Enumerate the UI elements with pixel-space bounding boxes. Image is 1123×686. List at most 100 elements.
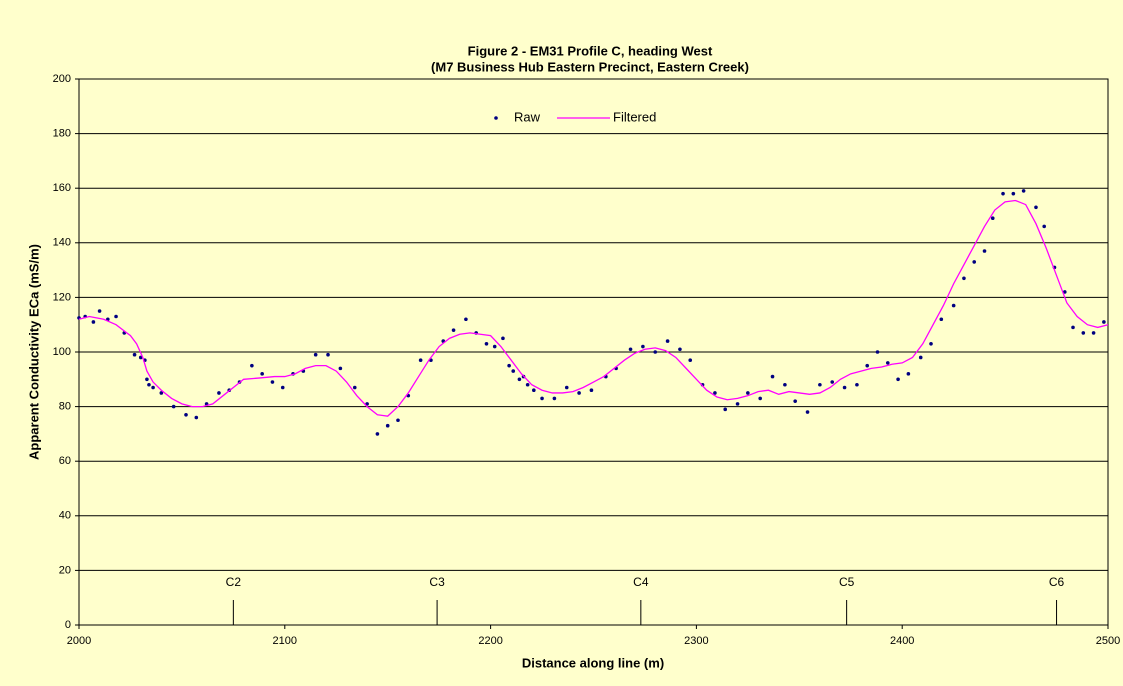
y-tick-label: 160	[53, 182, 71, 194]
raw-point	[313, 352, 318, 357]
raw-point	[540, 396, 544, 401]
x-axis-label: Distance along line (m)	[522, 655, 664, 670]
annotation: C4	[633, 575, 649, 589]
y-tick-label: 200	[53, 73, 71, 85]
raw-point	[783, 382, 787, 387]
x-tick-label: 2000	[67, 635, 91, 647]
raw-point	[577, 391, 581, 395]
raw-point	[1011, 191, 1016, 196]
raw-point	[484, 342, 489, 346]
raw-point	[1062, 290, 1067, 294]
raw-point	[1091, 331, 1096, 335]
raw-point	[1001, 191, 1005, 196]
raw-point	[1081, 331, 1086, 335]
raw-point	[338, 366, 343, 371]
raw-point	[770, 374, 775, 379]
y-tick-label: 180	[53, 128, 71, 140]
raw-point	[1034, 205, 1038, 210]
raw-point	[865, 363, 870, 368]
legend-label: Filtered	[613, 109, 656, 124]
raw-point	[184, 412, 188, 417]
raw-point	[713, 391, 717, 395]
x-tick-label: 2400	[890, 635, 914, 647]
raw-point	[91, 320, 96, 324]
x-tick-label: 2200	[478, 635, 502, 647]
raw-point	[517, 377, 522, 382]
raw-point	[1042, 224, 1047, 229]
raw-point	[147, 382, 151, 387]
chart-title: Figure 2 - EM31 Profile C, heading West	[468, 43, 713, 58]
raw-point	[114, 314, 118, 319]
legend-marker	[494, 116, 498, 120]
raw-point	[501, 336, 505, 341]
raw-point	[746, 391, 750, 395]
legend-label: Raw	[514, 109, 541, 124]
raw-point	[552, 396, 557, 401]
raw-point	[326, 352, 330, 357]
x-tick-label: 2300	[684, 635, 708, 647]
raw-point	[151, 385, 155, 390]
filtered-line	[78, 199, 1109, 417]
y-tick-label: 60	[59, 455, 71, 467]
y-tick-label: 120	[53, 291, 71, 303]
raw-point	[830, 380, 835, 384]
raw-point	[159, 391, 164, 395]
raw-point	[97, 309, 102, 313]
raw-point	[217, 391, 221, 395]
y-tick-label: 100	[53, 346, 71, 358]
raw-point	[270, 380, 275, 384]
raw-point	[138, 355, 143, 360]
raw-point	[855, 382, 859, 387]
raw-point	[194, 415, 199, 420]
raw-point	[885, 361, 890, 365]
raw-point	[896, 377, 900, 382]
raw-point	[492, 344, 497, 349]
raw-point	[962, 276, 966, 281]
raw-point	[990, 216, 995, 221]
raw-point	[723, 407, 728, 412]
raw-point	[951, 303, 956, 308]
x-tick-label: 2500	[1096, 635, 1120, 647]
raw-point	[982, 249, 987, 253]
raw-point	[1102, 320, 1106, 324]
raw-point	[464, 317, 468, 322]
raw-point	[132, 352, 137, 357]
raw-point	[1071, 325, 1075, 330]
x-tick-label: 2100	[273, 635, 297, 647]
raw-point	[250, 363, 254, 368]
raw-point	[972, 260, 977, 264]
raw-point	[375, 432, 380, 436]
raw-point	[735, 402, 740, 406]
raw-point	[842, 385, 847, 390]
raw-point	[451, 328, 456, 332]
raw-point	[758, 396, 762, 401]
raw-point	[385, 423, 390, 428]
chart-subtitle: (M7 Business Hub Eastern Precinct, Easte…	[431, 59, 749, 74]
raw-point	[906, 372, 911, 376]
raw-point	[805, 410, 810, 414]
raw-point	[511, 369, 516, 373]
raw-point	[818, 382, 822, 387]
raw-point	[352, 385, 357, 390]
raw-point	[171, 404, 176, 409]
raw-point	[532, 388, 536, 393]
annotation: C2	[226, 575, 242, 589]
raw-point	[260, 372, 264, 376]
raw-point	[145, 377, 149, 382]
raw-point	[1021, 189, 1026, 193]
raw-point	[939, 317, 944, 322]
raw-point	[688, 358, 693, 362]
annotation: C3	[429, 575, 445, 589]
raw-point	[589, 388, 594, 393]
raw-point	[525, 382, 530, 387]
raw-point	[628, 347, 633, 352]
y-axis-label: Apparent Conductivity ECa (mS/m)	[26, 244, 41, 460]
raw-point	[564, 385, 569, 390]
annotation: C6	[1049, 575, 1065, 589]
raw-point	[641, 344, 645, 349]
y-tick-label: 0	[65, 619, 71, 631]
raw-point	[918, 355, 923, 360]
y-tick-label: 20	[59, 564, 71, 576]
raw-point	[678, 347, 682, 352]
